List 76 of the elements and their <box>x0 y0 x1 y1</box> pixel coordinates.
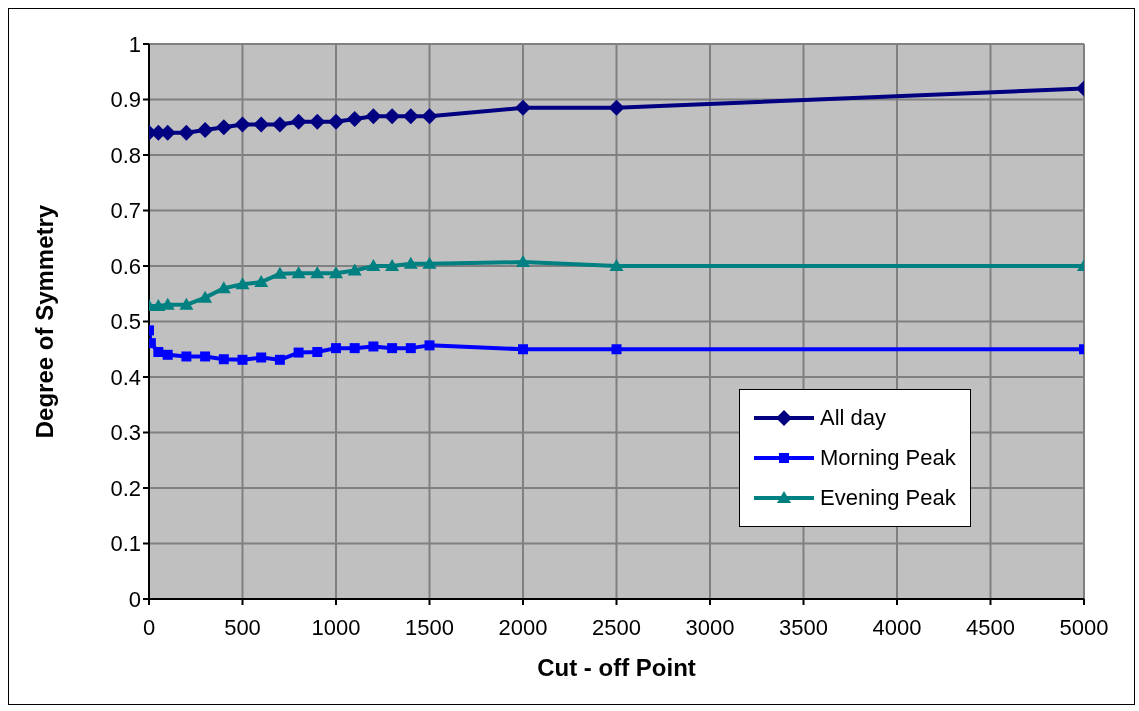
point <box>328 113 344 130</box>
y-tick-label: 0.8 <box>110 142 141 168</box>
point <box>253 116 270 133</box>
point <box>349 343 360 354</box>
point <box>181 351 192 362</box>
point <box>331 343 341 354</box>
point <box>516 255 530 268</box>
y-tick-label: 0.1 <box>110 531 141 557</box>
point <box>424 340 435 351</box>
y-tick-label: 0.5 <box>110 309 141 335</box>
point <box>402 108 419 125</box>
point <box>272 266 287 279</box>
point <box>293 347 304 358</box>
point <box>346 110 363 127</box>
point <box>347 263 362 276</box>
point <box>235 277 250 290</box>
x-tick-label: 5000 <box>1059 614 1109 640</box>
legend-label: Morning Peak <box>820 445 956 471</box>
point <box>515 99 531 116</box>
point <box>421 108 438 125</box>
x-tick-label: 2500 <box>592 614 641 640</box>
point <box>291 266 306 279</box>
point <box>215 119 232 136</box>
point <box>385 259 400 271</box>
y-tick-label: 0.7 <box>110 198 141 224</box>
point <box>254 275 269 288</box>
x-tick-label: 1500 <box>405 614 454 640</box>
point <box>387 343 398 354</box>
x-tick-label: 3000 <box>685 614 735 640</box>
point <box>405 343 416 354</box>
y-tick-label: 1 <box>128 31 141 57</box>
point <box>256 352 267 363</box>
point <box>312 347 323 358</box>
point <box>384 108 401 125</box>
x-tick-label: 2000 <box>498 614 548 640</box>
y-tick-label: 0 <box>128 586 141 612</box>
legend-label: All day <box>820 405 887 431</box>
point <box>179 297 194 310</box>
point <box>198 290 213 303</box>
point <box>178 124 195 141</box>
point <box>609 259 624 271</box>
point <box>403 256 418 269</box>
point <box>162 349 173 360</box>
y-tick-label: 0.2 <box>110 475 141 501</box>
x-tick-label: 4500 <box>966 614 1015 640</box>
point <box>366 259 381 271</box>
point <box>329 266 343 279</box>
x-tick-label: 4000 <box>872 614 922 640</box>
point <box>518 344 528 355</box>
x-tick-label: 3500 <box>779 614 828 640</box>
point <box>153 347 164 358</box>
point <box>290 113 307 130</box>
legend-label: Evening Peak <box>820 485 956 511</box>
y-tick-label: 0.4 <box>110 364 141 390</box>
point <box>216 281 231 294</box>
point <box>218 354 229 365</box>
point <box>274 354 285 365</box>
y-axis-title: Degree of Symmetry <box>30 204 58 439</box>
point <box>237 354 248 365</box>
point <box>309 113 326 130</box>
x-tick-label: 1000 <box>311 614 361 640</box>
point <box>271 116 288 133</box>
x-tick-label: 500 <box>224 614 261 640</box>
point <box>200 351 211 362</box>
y-tick-label: 0.6 <box>110 253 141 279</box>
point <box>368 341 379 352</box>
point <box>234 116 251 133</box>
point <box>608 99 625 116</box>
x-axis-title: Cut - off Point <box>537 654 696 681</box>
y-tick-label: 0.3 <box>110 420 141 446</box>
point <box>422 256 437 269</box>
y-tick-label: 0.9 <box>110 87 141 113</box>
point <box>611 344 622 355</box>
point <box>365 108 382 125</box>
point <box>310 266 325 279</box>
point <box>197 122 214 139</box>
